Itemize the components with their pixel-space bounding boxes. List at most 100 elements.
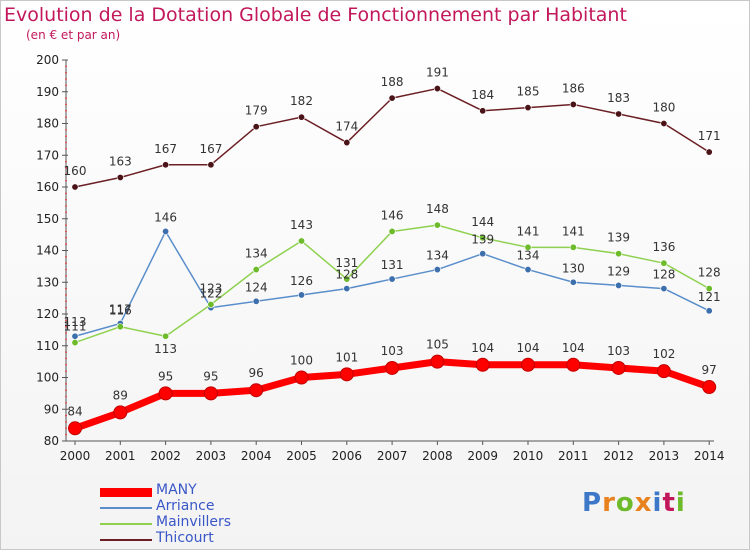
data-label-thicourt: 182 (290, 94, 313, 108)
data-point-arriance (524, 266, 532, 274)
data-label-thicourt: 186 (562, 81, 585, 95)
x-tick-label: 2001 (105, 449, 136, 463)
y-minor-tick (65, 294, 67, 296)
data-point-thicourt (569, 100, 577, 108)
y-minor-tick (65, 135, 67, 138)
y-tick-label: 190 (36, 85, 59, 99)
y-tick-label: 90 (44, 402, 59, 416)
data-point-thicourt (252, 123, 260, 131)
data-point-many (521, 357, 535, 372)
data-point-arriance (705, 307, 713, 315)
data-point-thicourt (615, 110, 623, 118)
data-label-mainvillers: 141 (562, 224, 585, 238)
x-tick-label: 2011 (558, 449, 589, 463)
data-label-arriance: 146 (154, 210, 177, 224)
y-minor-tick (65, 109, 67, 112)
data-label-thicourt: 171 (698, 129, 721, 143)
logo-letter: i (652, 488, 663, 518)
data-label-arriance: 128 (652, 268, 675, 282)
y-minor-tick (65, 275, 67, 277)
y-tick-label: 150 (36, 212, 59, 226)
data-point-thicourt (207, 161, 215, 169)
legend-label: Mainvillers (156, 514, 232, 530)
data-point-many (702, 380, 717, 395)
data-point-arriance (252, 297, 260, 305)
x-tick-label: 2009 (467, 449, 498, 463)
y-minor-tick (65, 319, 67, 322)
data-label-mainvillers: 146 (381, 208, 404, 222)
data-point-thicourt (343, 139, 351, 147)
proxiti-logo: Proxiti (582, 488, 686, 518)
data-point-mainvillers (524, 243, 532, 251)
y-minor-tick (65, 148, 67, 150)
data-point-arriance (388, 275, 396, 283)
legend-label: Thicourt (156, 530, 214, 546)
data-label-thicourt: 174 (335, 120, 358, 134)
legend-swatch (100, 523, 152, 525)
chart-subtitle: (en € et par an) (26, 28, 121, 42)
y-minor-tick (65, 287, 67, 290)
y-minor-tick (65, 97, 67, 99)
data-point-mainvillers (162, 332, 170, 340)
logo-letter: t (662, 488, 676, 518)
data-label-mainvillers: 113 (154, 342, 177, 356)
data-label-arriance: 139 (471, 233, 494, 247)
y-minor-tick (65, 332, 67, 334)
y-minor-tick (65, 71, 67, 74)
y-tick-label: 160 (36, 180, 59, 194)
data-label-mainvillers: 136 (652, 240, 675, 254)
data-point-many (611, 360, 626, 375)
y-minor-tick (65, 192, 67, 195)
data-label-arriance: 134 (517, 249, 540, 263)
y-tick-label: 100 (36, 371, 59, 385)
y-minor-tick (65, 84, 67, 87)
data-point-arriance (615, 281, 623, 289)
data-label-thicourt: 167 (154, 142, 177, 156)
data-point-mainvillers (116, 323, 124, 331)
data-label-many: 105 (426, 338, 449, 352)
data-point-many (339, 367, 354, 382)
logo-letter: x (634, 488, 653, 518)
data-point-arriance (569, 278, 577, 286)
data-label-thicourt: 180 (652, 101, 675, 115)
y-minor-tick (65, 402, 67, 404)
data-label-many: 103 (607, 344, 630, 358)
data-point-thicourt (433, 85, 441, 93)
data-point-mainvillers (297, 237, 305, 245)
data-point-thicourt (660, 120, 668, 128)
data-label-many: 95 (158, 369, 173, 383)
data-point-many (566, 357, 581, 372)
legend-swatch (100, 507, 152, 509)
y-minor-tick (65, 268, 67, 271)
y-minor-tick (65, 325, 67, 328)
y-tick-label: 80 (44, 434, 59, 448)
x-tick-label: 2003 (196, 449, 227, 463)
data-point-many (203, 386, 218, 401)
data-label-mainvillers: 144 (471, 215, 494, 229)
y-minor-tick (65, 338, 67, 341)
logo-letter: i (675, 488, 686, 518)
y-minor-tick (65, 421, 67, 423)
data-point-many (249, 383, 264, 398)
data-label-mainvillers: 148 (426, 202, 449, 216)
data-label-many: 102 (652, 347, 675, 361)
data-label-arriance: 128 (335, 268, 358, 282)
y-minor-tick (65, 160, 67, 163)
x-tick-label: 2013 (649, 449, 680, 463)
x-tick-label: 2002 (150, 449, 181, 463)
y-minor-tick (65, 65, 67, 68)
data-point-many (430, 354, 445, 369)
chart-title: Evolution de la Dotation Globale de Fonc… (4, 4, 627, 26)
y-tick-label: 200 (36, 53, 59, 67)
logo-letter: P (582, 488, 603, 518)
y-minor-tick (65, 300, 67, 303)
data-label-arriance: 130 (562, 261, 585, 275)
data-point-arriance (433, 266, 441, 274)
data-label-thicourt: 185 (517, 85, 540, 99)
x-tick-label: 2010 (513, 449, 544, 463)
x-tick-label: 2000 (60, 449, 91, 463)
data-point-many (656, 364, 671, 379)
data-point-many (475, 357, 490, 372)
y-tick-label: 170 (36, 148, 59, 162)
data-label-mainvillers: 128 (698, 266, 721, 280)
